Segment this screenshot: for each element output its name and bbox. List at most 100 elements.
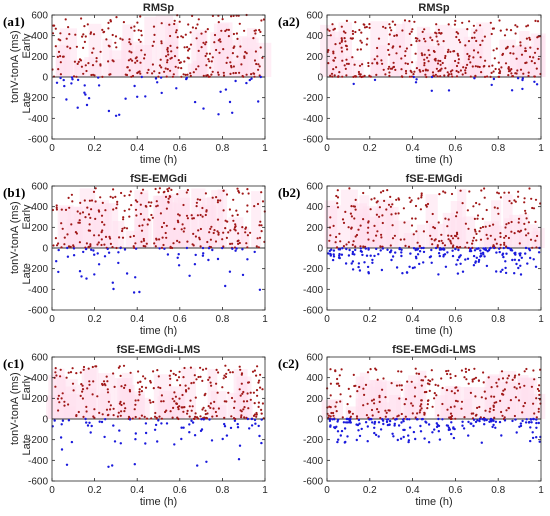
point-early [453,405,456,408]
x-tick-label: 0.2 [88,485,102,496]
point-early [418,411,421,414]
point-early [420,403,423,406]
point-early [140,34,143,37]
point-early [401,75,404,78]
point-late [194,253,197,257]
point-early [457,32,460,35]
point-late [457,248,460,252]
point-early [184,33,187,36]
point-early [517,195,520,198]
point-early [478,405,481,409]
point-early [107,60,110,63]
point-late [482,253,485,256]
y-tick-label: -200 [28,93,48,104]
point-late [467,420,470,424]
point-early [201,368,205,371]
point-early [359,48,362,51]
point-early [507,191,510,194]
early-band-bar [340,189,358,248]
point-late [513,272,516,275]
point-early [397,370,400,373]
point-early [389,67,392,70]
point-late [474,420,478,424]
point-early [342,245,345,248]
point-early [528,38,532,41]
point-late [483,419,486,422]
point-late [430,248,433,252]
point-early [456,389,459,392]
point-early [129,58,132,61]
point-late [519,252,522,255]
point-early [244,231,247,234]
point-early [454,374,457,378]
point-late [84,417,87,421]
point-early [498,75,501,78]
point-early [256,365,259,368]
point-early [206,412,209,415]
point-early [69,245,72,248]
early-band-bar [356,213,370,248]
point-early [177,376,181,379]
point-early [127,59,130,62]
point-early [140,49,143,52]
point-early [55,208,59,211]
point-late [412,430,416,434]
point-early [244,227,247,230]
point-early [212,407,215,410]
point-early [339,240,342,243]
point-early [352,240,355,243]
point-early [519,229,523,232]
point-early [229,242,232,245]
y-tick-label: -200 [303,264,323,275]
point-early [471,239,474,242]
point-early [78,221,81,224]
point-early [230,396,234,400]
point-late [433,428,436,431]
point-early [234,71,237,75]
point-early [117,366,120,369]
point-late [504,266,507,270]
point-early [260,230,263,233]
point-early [375,213,378,216]
point-early [351,32,355,36]
x-tick-label: 1 [262,314,268,325]
point-early [376,46,379,50]
point-early [336,196,340,199]
point-early [447,74,450,77]
point-early [329,34,332,37]
point-early [116,200,119,203]
point-late [246,258,249,261]
point-early [112,188,115,191]
point-late [494,420,498,423]
point-early [171,397,174,400]
point-early [115,46,118,49]
point-early [189,43,193,46]
point-early [109,408,112,411]
point-early [205,416,208,419]
point-late [418,262,421,266]
point-early [387,67,390,70]
point-late [237,458,241,461]
point-early [510,68,513,71]
point-early [111,246,114,249]
point-early [234,229,237,232]
point-late [346,421,349,424]
point-early [340,39,344,42]
point-early [475,413,478,416]
point-early [351,243,354,246]
scatter-points [51,13,265,118]
point-early [166,50,169,53]
point-early [491,64,494,67]
point-late [437,252,441,255]
y-tick-label: 200 [31,52,48,63]
point-early [474,230,477,233]
point-early [503,191,506,194]
point-early [115,16,118,19]
point-early [242,408,245,411]
point-early [78,241,81,244]
point-late [370,418,373,421]
point-early [485,233,488,236]
point-late [373,420,377,424]
point-early [518,373,521,376]
